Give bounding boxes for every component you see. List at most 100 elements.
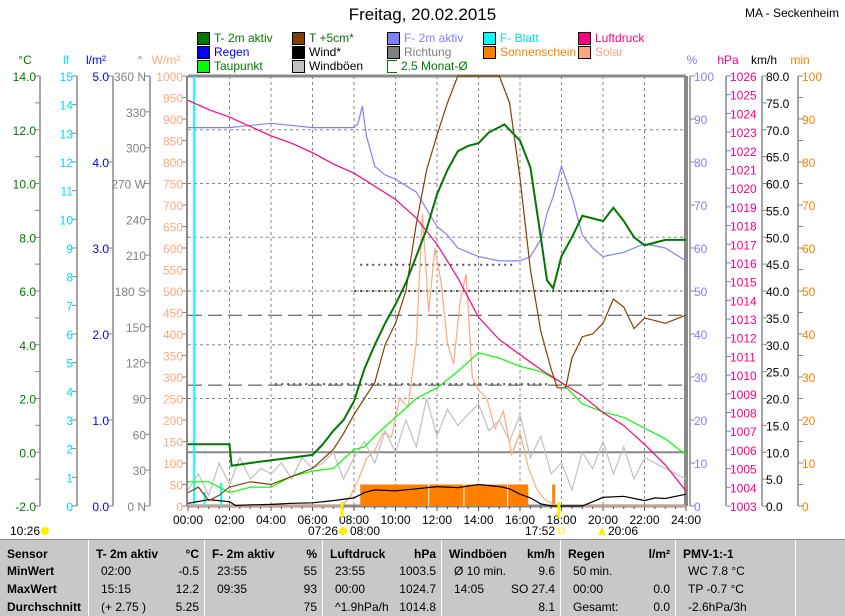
axis-label-press: 1024 (730, 107, 757, 121)
cell-value: SO 27.4 (510, 582, 555, 596)
axis-label-press: 1012 (730, 332, 757, 346)
legend-item: Windböen (292, 59, 363, 73)
cell-time: Gesamt: (573, 600, 619, 614)
axis-label-solar: 450 (163, 307, 183, 321)
axis-label-lf: 3 (66, 414, 73, 428)
axis-unit-lf: lf (63, 53, 70, 67)
cell-value: 0.0 (653, 600, 670, 614)
table-column: PMV-1:-1 WC 7.8 °C TP -0.7 °C -2.6hPa/3h (675, 540, 796, 616)
axis-label-press: 1022 (730, 145, 757, 159)
axis-label-lf: 10 (60, 213, 74, 227)
legend-item: T- 2m aktiv (197, 31, 273, 45)
legend-label: F- Blatt (500, 31, 539, 45)
cell-time: 23:55 (217, 564, 248, 578)
axis-label-solar: 150 (163, 436, 183, 450)
axis-label-wind: 55.0 (766, 204, 790, 218)
cell-time: (+ 2.75 ) (101, 600, 147, 614)
axis-unit-dir: ° (138, 53, 143, 67)
cell-value: 9.6 (538, 564, 555, 578)
axis-label-rain: 5.0 (92, 70, 109, 84)
axis-label-hum: 80 (694, 156, 708, 170)
legend-swatch-icon (197, 59, 210, 73)
cell-time: 00:00 (335, 582, 366, 596)
axis-label-wind: 0.0 (766, 500, 783, 514)
cell-value: 55 (303, 564, 317, 578)
axis-unit-temp: °C (18, 53, 32, 67)
axis-label-dir: 60 (133, 428, 147, 442)
x-tick-label: 20:00 (588, 513, 618, 527)
axis-label-sun: 70 (802, 199, 816, 213)
axis-unit-rain: l/m² (86, 53, 106, 67)
cell-time: Ø 10 min. (454, 564, 507, 578)
cell-time: WC 7.8 °C (688, 564, 745, 578)
axis-label-press: 1013 (730, 313, 757, 327)
legend-swatch-icon (387, 31, 400, 45)
axis-label-solar: 250 (163, 393, 183, 407)
axis-label-press: 1021 (730, 163, 757, 177)
cell-value: -0.5 (178, 564, 199, 578)
axis-label-wind: 5.0 (766, 473, 783, 487)
axis-label-solar: 350 (163, 350, 183, 364)
axis-label-solar: 650 (163, 221, 183, 235)
axis-label-wind: 60.0 (766, 178, 790, 192)
axis-label-solar: 850 (163, 135, 183, 149)
axis-label-dir: 0 N (127, 500, 146, 514)
axis-label-hum: 70 (694, 199, 708, 213)
axis-label-press: 1010 (730, 369, 757, 383)
axis-label-sun: 60 (802, 242, 816, 256)
axis-label-dir: 180 S (115, 285, 146, 299)
column-header: T- 2m aktiv (96, 547, 159, 561)
legend-label: Taupunkt (214, 59, 263, 73)
axis-label-press: 1023 (730, 126, 757, 140)
cell-value: 0.0 (653, 582, 670, 596)
column-unit: l/m² (648, 547, 670, 561)
axis-label-temp: 6.0 (19, 285, 36, 299)
series-luftdruck (187, 99, 687, 492)
axis-label-press: 1025 (730, 89, 757, 103)
weather-chart: 00:00 02:00 04:00 06:00 08:00 10:00 12:00 14:00… (10, 53, 822, 538)
cell-value: 8.1 (538, 600, 555, 614)
axis-label-press: 1005 (730, 463, 757, 477)
axis-label-dir: 270 W (111, 178, 146, 192)
station-name: MA - Seckenheim (744, 6, 839, 20)
axis-label-lf: 8 (66, 271, 73, 285)
axis-label-solar: 700 (163, 199, 183, 213)
axis-label-rain: 4.0 (92, 156, 109, 170)
axis-label-temp: 14.0 (13, 70, 37, 84)
legend-item: F- Blatt (483, 31, 539, 45)
cell-time: 50 min. (573, 564, 613, 578)
legend-item: Regen (197, 45, 249, 59)
axis-label-wind: 80.0 (766, 70, 790, 84)
axis-label-rain: 0.0 (92, 500, 109, 514)
axis-label-solar: 1000 (156, 70, 183, 84)
axis-label-press: 1008 (730, 407, 757, 421)
axis-label-dir: 360 N (114, 70, 146, 84)
legend-label: Wind* (309, 45, 342, 59)
axis-label-press: 1003 (730, 500, 757, 514)
axis-label-dir: 240 (126, 213, 146, 227)
axis-label-hum: 60 (694, 242, 708, 256)
axis-unit-hum: % (687, 53, 698, 67)
axis-label-rain: 2.0 (92, 328, 109, 342)
moonset-time: 20:06 (608, 524, 638, 538)
cell-value: 12.2 (175, 582, 199, 596)
column-unit: km/h (526, 547, 555, 561)
legend-swatch-icon (387, 59, 397, 73)
axis-label-lf: 11 (61, 185, 74, 199)
cell-time: TP -0.7 °C (688, 582, 744, 596)
axis-label-press: 1020 (730, 182, 757, 196)
row-label: Durchschnitt (7, 600, 82, 614)
axis-label-sun: 80 (802, 156, 816, 170)
cell-value: 75 (303, 600, 317, 614)
x-tick-label: 02:00 (214, 513, 244, 527)
axis-label-press: 1026 (730, 70, 757, 84)
x-tick-label: 10:00 (380, 513, 410, 527)
x-tick-label: 12:00 (422, 513, 452, 527)
statistics-table: SensorMinWertMaxWertDurchschnitt20.02. 2… (0, 539, 845, 616)
axis-label-wind: 25.0 (766, 366, 790, 380)
axis-label-lf: 12 (60, 156, 74, 170)
axis-label-lf: 0 (66, 500, 73, 514)
axis-label-hum: 30 (694, 371, 708, 385)
table-column-empty (795, 540, 845, 616)
